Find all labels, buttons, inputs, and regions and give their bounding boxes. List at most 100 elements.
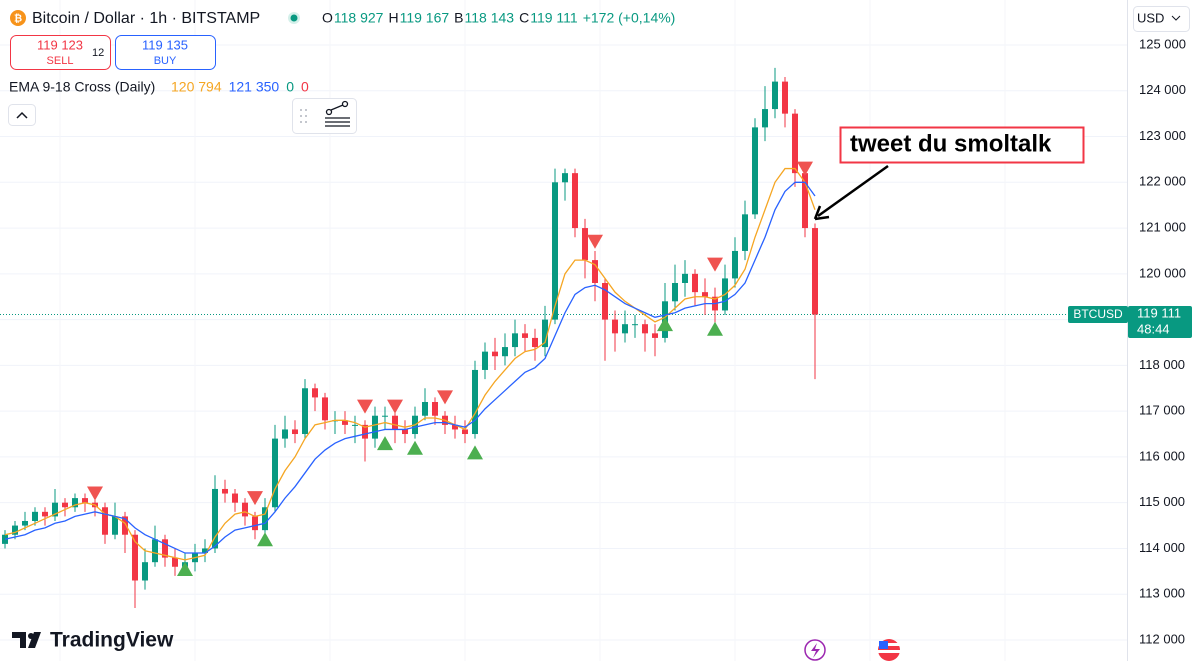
ohlc-label: H [388, 10, 398, 26]
indicator-value: 0 [286, 79, 294, 95]
y-tick-label: 120 000 [1139, 265, 1186, 280]
candle-body [392, 415, 398, 430]
candle-body [692, 273, 698, 293]
candle-body [152, 539, 158, 563]
y-tick-label: 125 000 [1139, 36, 1186, 51]
candle-body [402, 429, 408, 435]
plot-area [0, 67, 1127, 608]
candle-body [282, 429, 288, 439]
buy-signal [177, 562, 193, 577]
buy-signal [257, 532, 273, 547]
watermark: TradingView [50, 629, 174, 652]
candle-body [702, 292, 708, 297]
floating-toolbar[interactable] [292, 98, 357, 134]
buy-signal [377, 436, 393, 451]
candle-body [502, 347, 508, 357]
candle-body [452, 424, 458, 430]
candle-body [382, 415, 388, 417]
candle-body [162, 539, 168, 558]
coin-glyph: ₿ [14, 13, 22, 25]
sell-signal [797, 161, 813, 176]
candle-body [342, 420, 348, 425]
candle-body [292, 429, 298, 435]
y-tick-label: 123 000 [1139, 128, 1186, 143]
buy-signal [467, 445, 483, 460]
sell-button[interactable] [10, 35, 111, 70]
candle-body [372, 415, 378, 439]
candle-body [112, 516, 118, 535]
arrow-head [813, 205, 830, 221]
indicator-value: 120 794 [171, 79, 222, 95]
candle-body [82, 498, 88, 503]
indicator-value: 0 [301, 79, 309, 95]
candle-body [172, 557, 178, 567]
candle-body [632, 324, 638, 326]
symbol-tag [1068, 306, 1128, 323]
candle-body [582, 228, 588, 261]
y-tick-label: 117 000 [1139, 403, 1185, 418]
ohlc-value: 119 167 [400, 10, 450, 26]
sell-signal [707, 257, 723, 272]
candle-body [732, 250, 738, 279]
buy-button[interactable] [115, 35, 216, 70]
candle-body [272, 438, 278, 508]
candle-body [572, 173, 578, 229]
sell-signal [87, 486, 103, 501]
price-tag-price: 119 111 [1137, 305, 1181, 320]
drag-handle [300, 109, 307, 123]
candle-body [312, 388, 318, 398]
currency-button[interactable] [1133, 6, 1190, 32]
buy-signal [407, 440, 423, 455]
candle-body [262, 507, 268, 531]
annotation-arrow [817, 164, 889, 218]
symbol-title: Bitcoin / Dollar · 1h · BITSTAMP [32, 10, 260, 27]
collapse-button[interactable] [8, 104, 36, 126]
candle-body [432, 401, 438, 416]
candle-body [652, 333, 658, 338]
ohlc-value: 118 927 [334, 10, 384, 26]
ohlc-value: 118 143 [465, 10, 515, 26]
candle-body [512, 333, 518, 348]
change: +172 (+0,14%) [583, 10, 676, 26]
candle-body [812, 228, 818, 315]
candle-body [142, 562, 148, 581]
candle-body [742, 214, 748, 251]
candle-body [782, 81, 788, 114]
candle-body [562, 173, 568, 183]
candle-body [802, 173, 808, 229]
candle-body [222, 488, 228, 494]
sell-price: 119 123 [37, 37, 83, 52]
sell-label: SELL [47, 55, 74, 67]
price-tag-countdown: 48:44 [1137, 321, 1170, 336]
candle-body [602, 282, 608, 320]
ohlc-label: C [519, 10, 529, 26]
candle-body [682, 273, 688, 283]
candle-body [792, 113, 798, 174]
annotation: tweet du smoltalk [850, 130, 1052, 157]
candle-body [132, 534, 138, 581]
candle-body [492, 351, 498, 357]
spread: 12 [92, 47, 104, 59]
annotation-box [839, 126, 1085, 164]
candle-body [12, 525, 18, 535]
candle-body [592, 260, 598, 283]
y-tick-label: 116 000 [1139, 448, 1185, 463]
settings-icon[interactable] [325, 100, 350, 127]
candle-body [522, 333, 528, 338]
candle-body [542, 319, 548, 348]
candle-body [482, 351, 488, 370]
indicator-values: 120 794 121 350 0 0 [171, 79, 309, 95]
candle-body [532, 337, 538, 348]
candle-body [72, 498, 78, 508]
candle-body [232, 493, 238, 503]
y-tick-label: 115 000 [1139, 494, 1185, 509]
ohlc-label: O [322, 10, 333, 26]
buy-signal [707, 321, 723, 336]
y-tick-label: 121 000 [1139, 220, 1186, 235]
y-tick-label: 112 000 [1139, 631, 1185, 646]
candle-body [352, 424, 358, 426]
candle-body [42, 511, 48, 517]
currency-caret [1171, 15, 1181, 21]
event-glyph [811, 643, 820, 658]
